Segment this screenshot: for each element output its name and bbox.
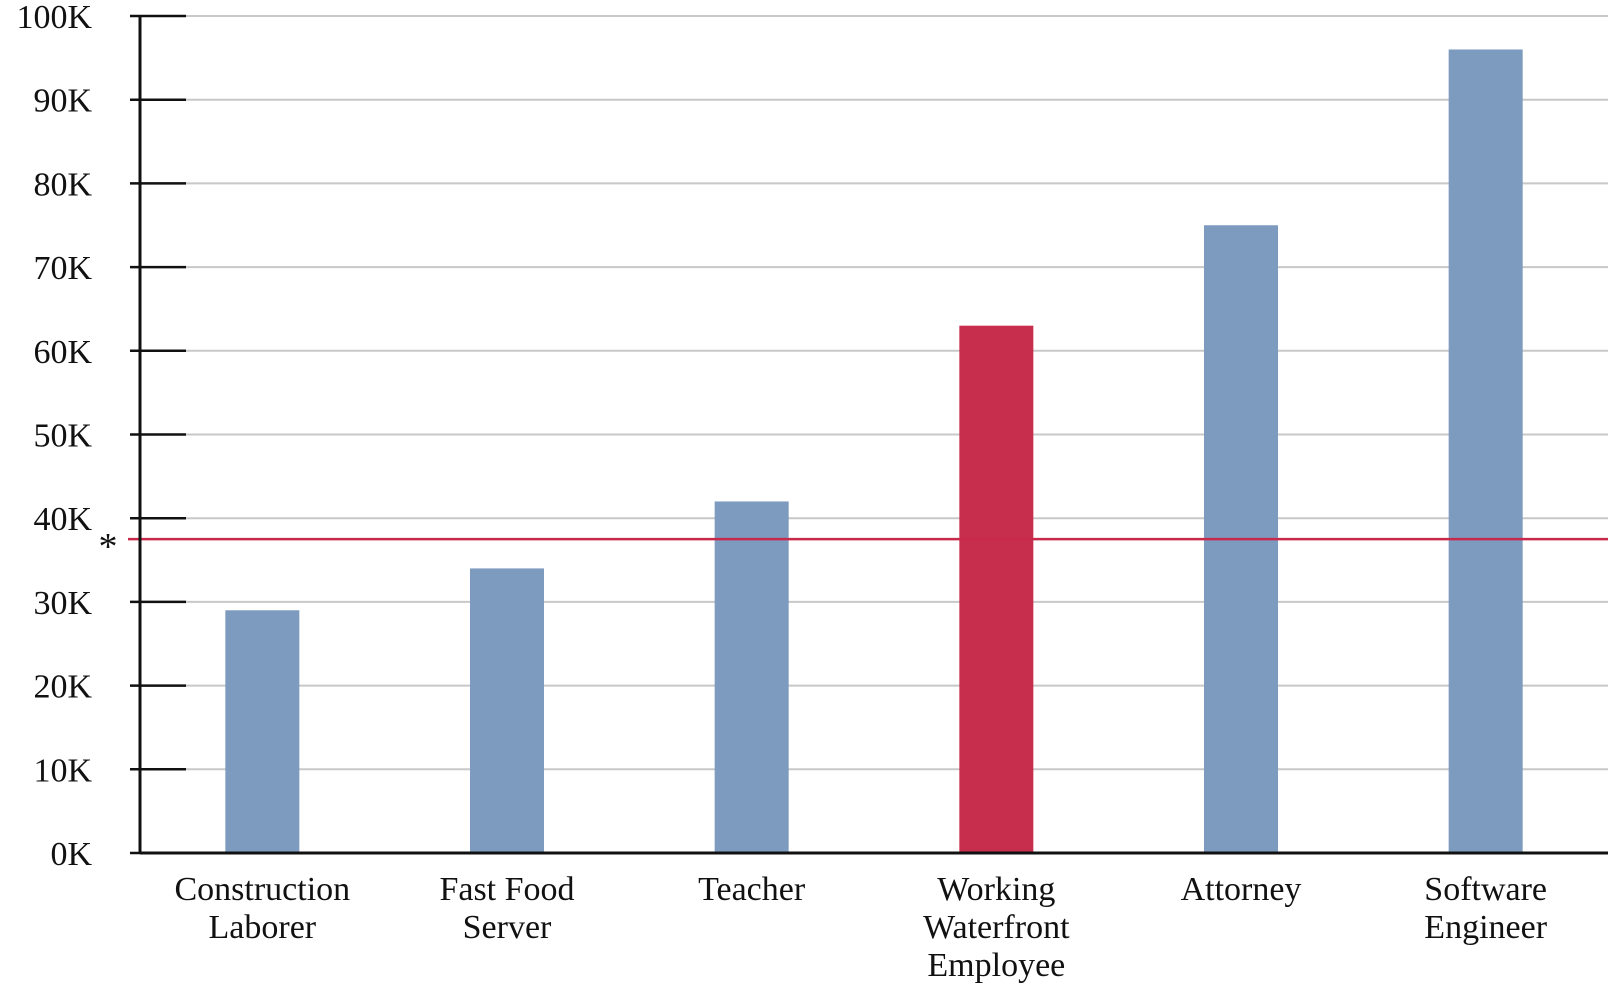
reference-line-marker: * bbox=[99, 526, 118, 568]
y-tick-label: 30K bbox=[33, 585, 92, 622]
y-tick-label: 0K bbox=[50, 836, 92, 873]
y-axis-ticks: 0K 10K 20K 30K 40K 50K 60K 70K 80K 90K 100K bbox=[16, 0, 186, 873]
y-tick-label: 60K bbox=[33, 334, 92, 371]
x-category-label: Working bbox=[937, 871, 1055, 908]
x-category-label: Engineer bbox=[1424, 909, 1547, 946]
x-category-label: Software bbox=[1424, 871, 1547, 908]
y-tick-label: 90K bbox=[33, 83, 92, 120]
x-category-label: Construction bbox=[174, 871, 350, 908]
reference-line-group: * bbox=[99, 526, 1608, 568]
y-tick-label: 50K bbox=[33, 418, 92, 455]
bar bbox=[959, 325, 1034, 853]
y-tick-label: 20K bbox=[33, 669, 92, 706]
x-category-label: Laborer bbox=[209, 909, 317, 946]
x-category-label: Teacher bbox=[698, 871, 806, 908]
x-category-label: Waterfront bbox=[923, 909, 1070, 946]
y-tick-label: 100K bbox=[16, 0, 92, 36]
gridlines bbox=[140, 15, 1608, 771]
x-category-label: Server bbox=[463, 909, 552, 946]
y-tick-label: 40K bbox=[33, 501, 92, 538]
bar bbox=[714, 501, 789, 853]
y-tick-label: 70K bbox=[33, 250, 92, 287]
bar bbox=[1448, 49, 1523, 854]
x-category-label: Fast Food bbox=[439, 871, 574, 908]
bar bbox=[470, 568, 544, 853]
x-category-label: Attorney bbox=[1181, 871, 1302, 908]
bars bbox=[225, 49, 1523, 854]
y-tick-label: 80K bbox=[33, 166, 92, 203]
x-category-label: Employee bbox=[927, 947, 1065, 984]
y-tick-label: 10K bbox=[33, 752, 92, 789]
bar bbox=[225, 610, 300, 853]
